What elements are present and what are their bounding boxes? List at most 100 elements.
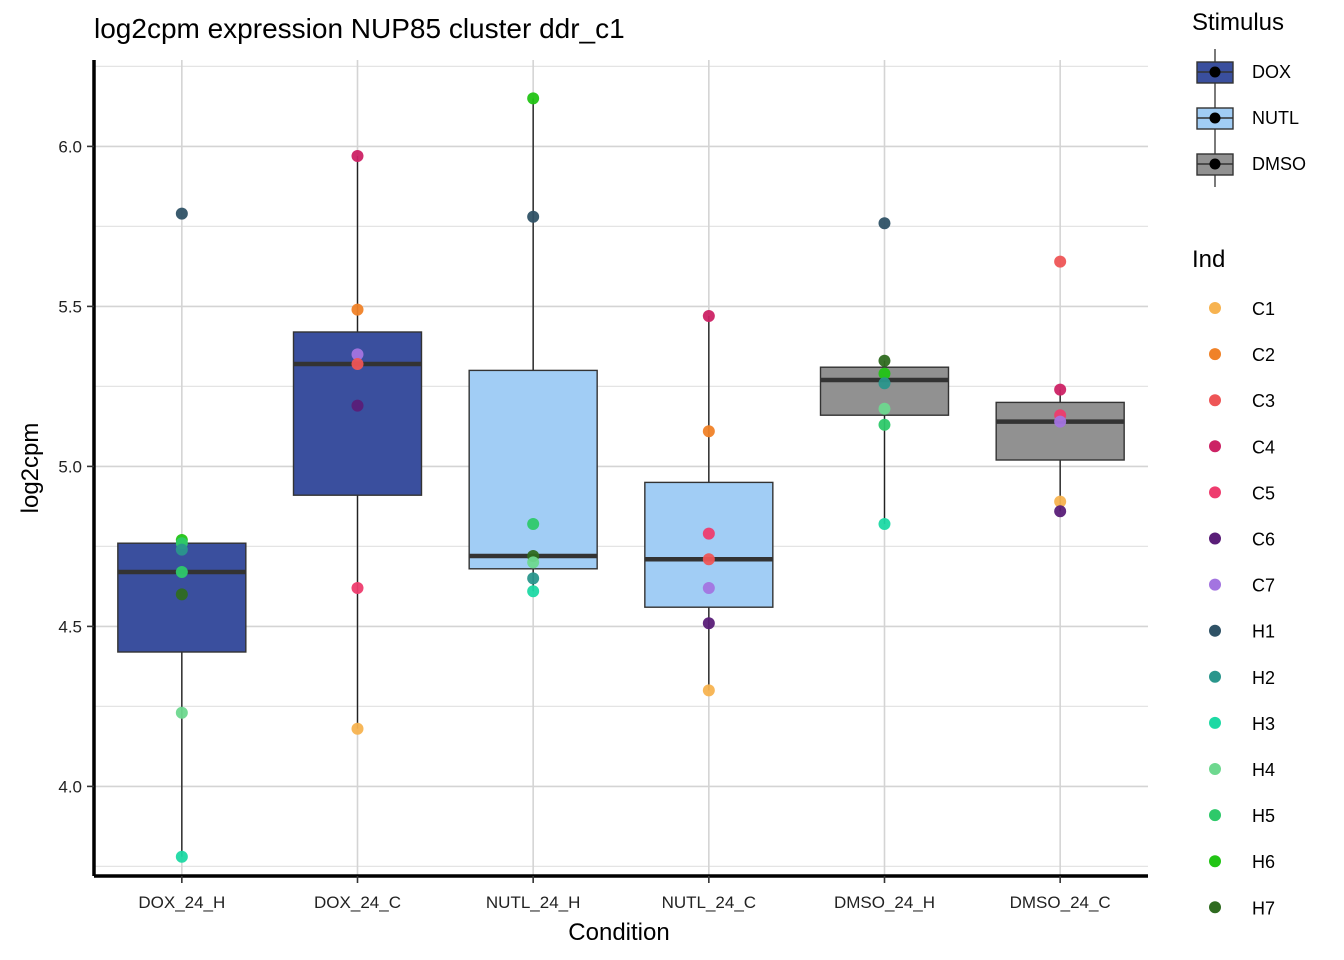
point-H2 xyxy=(175,543,188,556)
legend-ind-label: H3 xyxy=(1252,714,1275,734)
legend-stimulus-label: DOX xyxy=(1252,62,1291,82)
point-C1 xyxy=(702,684,715,697)
point-C5 xyxy=(351,582,364,594)
legend-dot-H2 xyxy=(1209,670,1221,683)
legend-ind-key: C5 xyxy=(1209,483,1275,503)
legend-dot-H1 xyxy=(1209,624,1221,637)
y-tick-label: 5.0 xyxy=(58,457,82,476)
y-axis-title: log2cpm xyxy=(17,423,44,514)
legend-stimulus-label: DMSO xyxy=(1252,154,1306,174)
legend-dot-H3 xyxy=(1209,716,1221,729)
legend-ind-key: H1 xyxy=(1209,622,1275,642)
legend-ind: Ind C1 C2 C3 C4 C5 C6 C7 H1 H2 H3 H4 H5 H6 H7 xyxy=(1192,246,1275,918)
point-H3 xyxy=(175,850,188,863)
point-C5 xyxy=(702,527,715,540)
point-C6 xyxy=(1054,505,1067,518)
y-tick-label: 4.5 xyxy=(58,617,82,636)
point-H3 xyxy=(878,518,891,530)
x-tick-label: NUTL_24_H xyxy=(486,893,581,912)
legend-stimulus-label: NUTL xyxy=(1252,108,1299,128)
chart-title: log2cpm expression NUP85 cluster ddr_c1 xyxy=(94,13,625,44)
point-H4 xyxy=(175,706,188,719)
point-H6 xyxy=(878,367,891,380)
point-C7 xyxy=(702,582,715,594)
legend-dot-C1 xyxy=(1209,302,1221,314)
point-C1 xyxy=(351,722,364,735)
point-H7 xyxy=(878,354,891,367)
legend-stimulus: Stimulus DOX NUTL DMSO xyxy=(1192,9,1306,187)
legend-stimulus-title: Stimulus xyxy=(1192,9,1284,36)
point-H5 xyxy=(878,418,891,431)
y-tick-label: 4.0 xyxy=(58,777,82,796)
point-C6 xyxy=(702,617,715,630)
box-series xyxy=(117,98,1125,857)
box-NUTL_24_H xyxy=(468,369,598,570)
x-tick-label: NUTL_24_C xyxy=(662,893,757,912)
legend-ind-key: C7 xyxy=(1209,576,1275,596)
legend-ind-key: H7 xyxy=(1209,898,1275,918)
legend-ind-key: C3 xyxy=(1209,391,1275,411)
point-C7 xyxy=(351,348,364,361)
point-C1 xyxy=(1054,495,1067,508)
y-tick-labels: 4.0 4.5 5.0 5.5 6.0 xyxy=(58,137,94,796)
point-series xyxy=(175,92,1067,863)
legend-ind-title: Ind xyxy=(1192,246,1225,273)
point-C3 xyxy=(702,553,715,566)
x-axis-title: Condition xyxy=(568,919,669,946)
legend-stimulus-key: DOX xyxy=(1196,49,1291,95)
legend-ind-label: H5 xyxy=(1252,806,1275,826)
point-C3 xyxy=(1054,255,1067,268)
y-tick-label: 6.0 xyxy=(58,137,82,156)
legend-ind-label: C2 xyxy=(1252,345,1275,365)
legend-point xyxy=(1209,112,1221,124)
legend-dot-C3 xyxy=(1209,394,1221,407)
axes xyxy=(92,60,1148,878)
legend-ind-key: H5 xyxy=(1209,806,1275,826)
point-H4 xyxy=(878,402,891,415)
legend-ind-label: C6 xyxy=(1252,530,1275,550)
point-C3 xyxy=(351,358,364,370)
point-C2 xyxy=(702,425,715,438)
legend-ind-label: H7 xyxy=(1252,898,1275,918)
legend-dot-H5 xyxy=(1209,809,1221,822)
legend-dot-C5 xyxy=(1209,486,1221,499)
legend-ind-key: H4 xyxy=(1209,760,1275,780)
legend-dot-H7 xyxy=(1209,901,1221,914)
point-H1 xyxy=(175,207,188,220)
grid-lines xyxy=(94,60,1148,876)
point-H7 xyxy=(175,588,188,601)
x-tick-labels: DOX_24_H DOX_24_C NUTL_24_H NUTL_24_C DMSO_2… xyxy=(138,876,1111,912)
legend-ind-key: H3 xyxy=(1209,714,1275,734)
legend-ind-key: C1 xyxy=(1209,299,1275,319)
point-H3 xyxy=(527,585,540,598)
legend-ind-label: H4 xyxy=(1252,760,1275,780)
legend-ind-label: C7 xyxy=(1252,576,1275,596)
point-C7 xyxy=(1054,415,1067,428)
legend-ind-label: C5 xyxy=(1252,483,1275,503)
legend-ind-key: C4 xyxy=(1209,437,1275,457)
legend-ind-label: C3 xyxy=(1252,391,1275,411)
point-H2 xyxy=(527,572,540,585)
legend-ind-label: H2 xyxy=(1252,668,1275,688)
point-H5 xyxy=(175,566,188,578)
legend-ind-label: C4 xyxy=(1252,437,1275,457)
legend-dot-H6 xyxy=(1209,855,1221,868)
x-tick-label: DOX_24_C xyxy=(314,893,401,912)
point-H1 xyxy=(527,210,540,223)
legend-dot-C6 xyxy=(1209,532,1221,545)
point-H1 xyxy=(878,217,891,230)
legend-ind-key: H2 xyxy=(1209,668,1275,688)
x-tick-label: DOX_24_H xyxy=(138,893,225,912)
legend-dot-C2 xyxy=(1209,348,1221,361)
legend-stimulus-key: DMSO xyxy=(1196,141,1306,187)
plot-area xyxy=(92,60,1148,878)
legend-ind-key: C2 xyxy=(1209,345,1275,365)
point-C4 xyxy=(351,150,364,162)
point-C4 xyxy=(702,310,715,322)
legend-point xyxy=(1209,66,1221,78)
point-C2 xyxy=(351,303,364,316)
legend-ind-label: H6 xyxy=(1252,852,1275,872)
point-H4 xyxy=(527,556,540,569)
legend-ind-label: C1 xyxy=(1252,299,1275,319)
y-tick-label: 5.5 xyxy=(58,297,82,316)
